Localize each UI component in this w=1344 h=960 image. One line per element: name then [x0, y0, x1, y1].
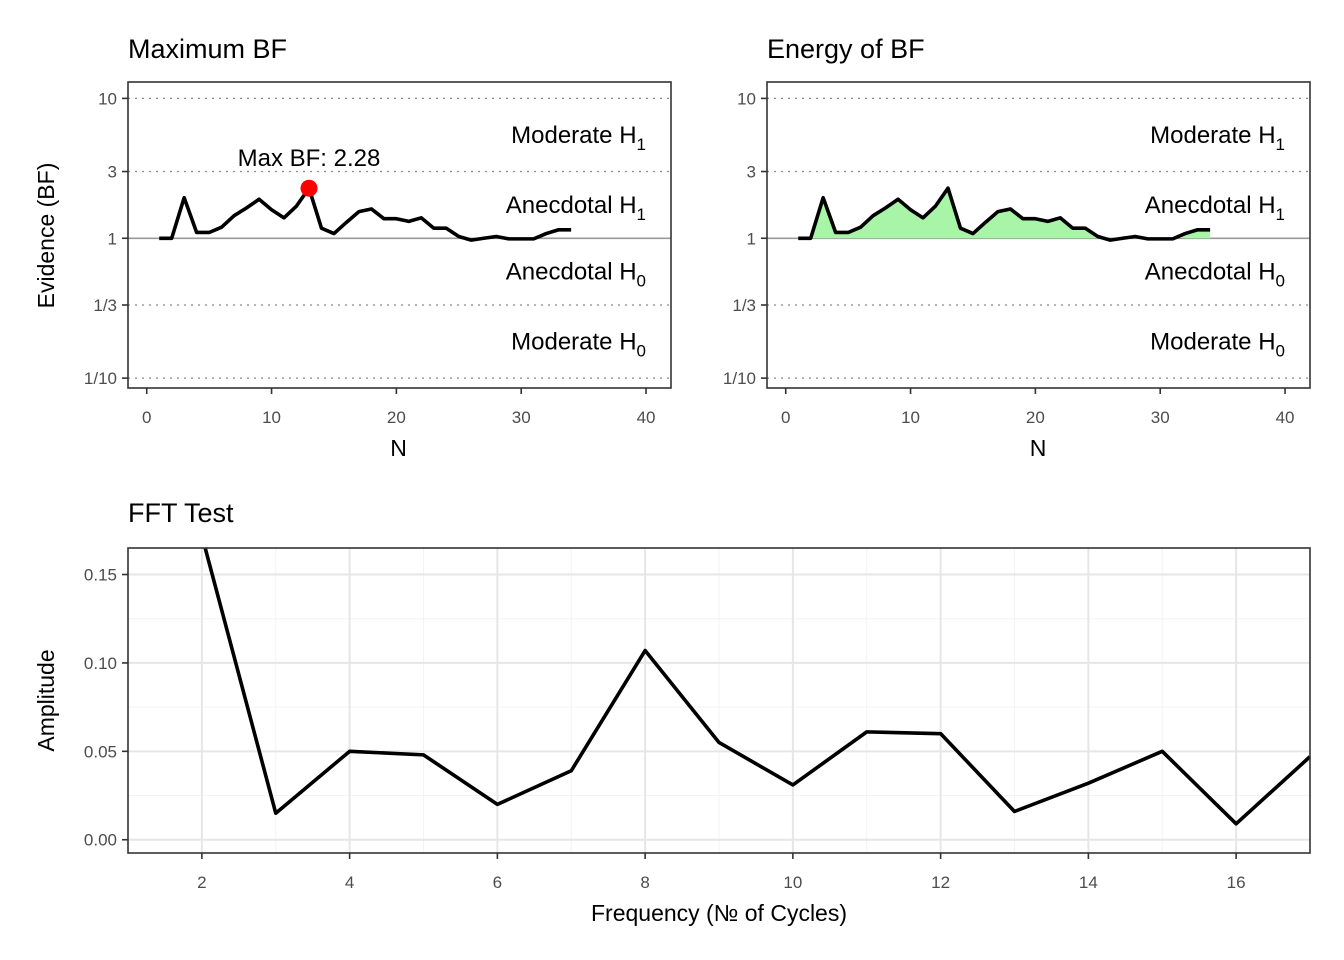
- y-tick-label: 0.05: [84, 742, 117, 761]
- plot-background: [128, 82, 671, 388]
- evidence-zone-label: Anecdotal H0: [506, 259, 646, 291]
- series-line: [798, 186, 1211, 242]
- y-tick-label: 1/10: [723, 369, 756, 388]
- x-tick-label: 30: [1151, 408, 1170, 427]
- x-tick-label: 0: [781, 408, 790, 427]
- series-line: [203, 548, 1310, 826]
- panel-maximum-bf: Maximum BF N Evidence (BF) Max BF: 2.28 M…: [33, 34, 672, 461]
- panel-fft-test: FFT Test Frequency (№ of Cycles) Amplitu…: [33, 498, 1311, 926]
- evidence-zone-label: Moderate H0: [1150, 329, 1285, 361]
- y-tick-label: 1: [747, 229, 756, 248]
- panel-energy-of-bf: Energy of BF N Moderate H1 Anecdotal H1 An…: [723, 34, 1311, 461]
- plot-area: [767, 97, 1310, 379]
- evidence-zone-label: Moderate H1: [511, 122, 646, 154]
- max-point-marker: [300, 179, 318, 197]
- y-tick-label: 1/3: [732, 296, 756, 315]
- y-tick-label: 0.15: [84, 566, 117, 585]
- x-tick-label: 30: [512, 408, 531, 427]
- x-axis-label: N: [1030, 435, 1047, 461]
- x-axis-label: Frequency (№ of Cycles): [591, 900, 847, 926]
- x-axis-label: N: [390, 435, 407, 461]
- evidence-zone-label: Moderate H1: [1150, 122, 1285, 154]
- evidence-zone-label: Anecdotal H1: [506, 192, 646, 224]
- x-tick-label: 2: [197, 873, 206, 892]
- area-evidence-h1: [798, 188, 1211, 239]
- evidence-zone-label: Moderate H0: [511, 329, 646, 361]
- y-tick-label: 3: [747, 163, 756, 182]
- panel-border: [127, 547, 1311, 854]
- x-tick-label: 8: [640, 873, 649, 892]
- y-tick-label: 3: [108, 163, 117, 182]
- x-tick-label: 0: [142, 408, 151, 427]
- y-tick-label: 1/10: [84, 369, 117, 388]
- x-tick-label: 16: [1227, 873, 1246, 892]
- plot-area: [128, 97, 671, 379]
- y-tick-label: 0.10: [84, 654, 117, 673]
- y-axis-label: Evidence (BF): [33, 163, 59, 309]
- chart-title: Maximum BF: [128, 34, 287, 64]
- evidence-zone-label: Anecdotal H1: [1145, 192, 1285, 224]
- x-tick-label: 40: [1276, 408, 1295, 427]
- chart-title: FFT Test: [128, 498, 234, 528]
- x-tick-label: 10: [783, 873, 802, 892]
- x-tick-label: 6: [493, 873, 502, 892]
- y-tick-label: 0.00: [84, 831, 117, 850]
- x-tick-label: 20: [387, 408, 406, 427]
- y-axis-label: Amplitude: [33, 649, 59, 751]
- x-tick-label: 40: [637, 408, 656, 427]
- plot-area: [128, 548, 1310, 853]
- series-line: [159, 186, 572, 242]
- y-tick-label: 10: [98, 89, 117, 108]
- y-tick-label: 1: [108, 229, 117, 248]
- y-tick-label: 1/3: [93, 296, 117, 315]
- y-tick-label: 10: [737, 89, 756, 108]
- chart-title: Energy of BF: [767, 34, 925, 64]
- x-tick-label: 12: [931, 873, 950, 892]
- max-point-label: Max BF: 2.28: [238, 145, 381, 172]
- panel-border: [766, 81, 1311, 389]
- x-tick-label: 4: [345, 873, 354, 892]
- panel-border: [127, 81, 672, 389]
- x-tick-label: 10: [901, 408, 920, 427]
- x-tick-label: 20: [1026, 408, 1045, 427]
- x-tick-label: 10: [262, 408, 281, 427]
- evidence-zone-label: Anecdotal H0: [1145, 259, 1285, 291]
- x-tick-label: 14: [1079, 873, 1098, 892]
